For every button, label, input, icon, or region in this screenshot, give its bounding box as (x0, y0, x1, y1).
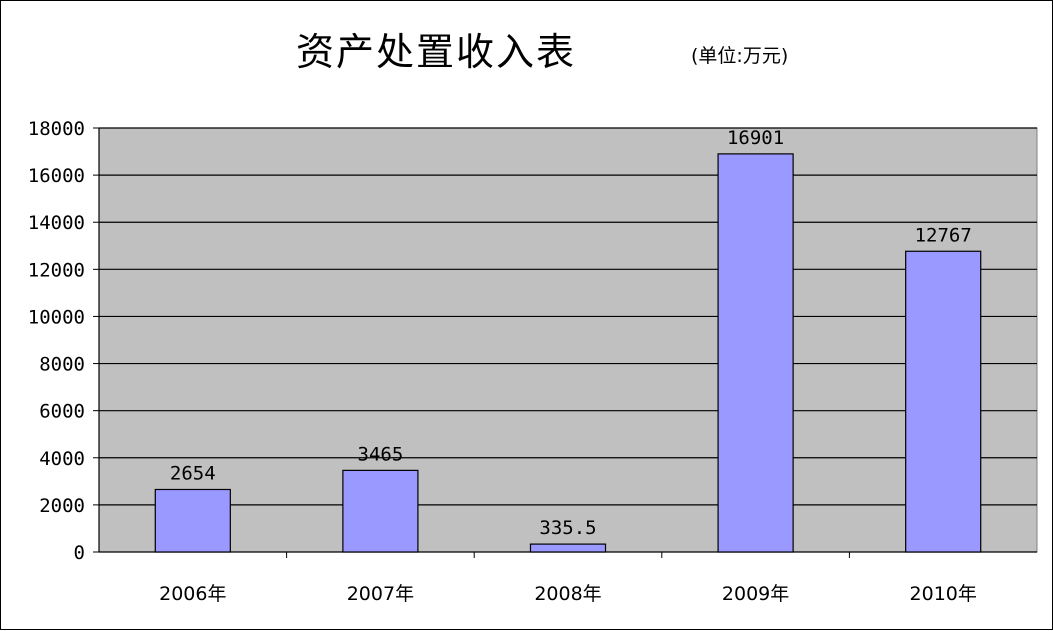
bar (905, 250, 982, 553)
bar (342, 469, 419, 553)
x-tick-label: 2006年 (159, 583, 226, 605)
plot-area (98, 127, 1038, 553)
data-label: 3465 (358, 443, 404, 465)
chart-title: 资产处置收入表 (295, 30, 576, 74)
x-tick-label: 2007年 (347, 583, 414, 605)
bar (717, 153, 794, 553)
data-label: 335.5 (539, 517, 596, 539)
data-label: 2654 (170, 462, 216, 484)
x-tick-label: 2009年 (722, 583, 789, 605)
data-label: 16901 (727, 127, 784, 149)
bar (529, 543, 607, 553)
x-tick-label: 2008年 (534, 583, 601, 605)
y-tick-label: 8000 (39, 354, 85, 376)
y-tick-label: 2000 (39, 495, 85, 517)
y-tick-label: 0 (74, 542, 85, 564)
data-label: 12767 (915, 224, 972, 246)
y-tick-label: 10000 (28, 306, 85, 328)
x-tick-label: 2010年 (910, 583, 977, 605)
y-tick-label: 16000 (28, 165, 85, 187)
y-tick-label: 6000 (39, 401, 85, 423)
y-tick-label: 14000 (28, 212, 85, 234)
bar (154, 488, 231, 553)
y-tick-label: 4000 (39, 448, 85, 470)
y-tick-label: 12000 (28, 259, 85, 281)
y-tick-label: 18000 (28, 118, 85, 140)
chart-subtitle: (单位:万元) (691, 45, 789, 67)
